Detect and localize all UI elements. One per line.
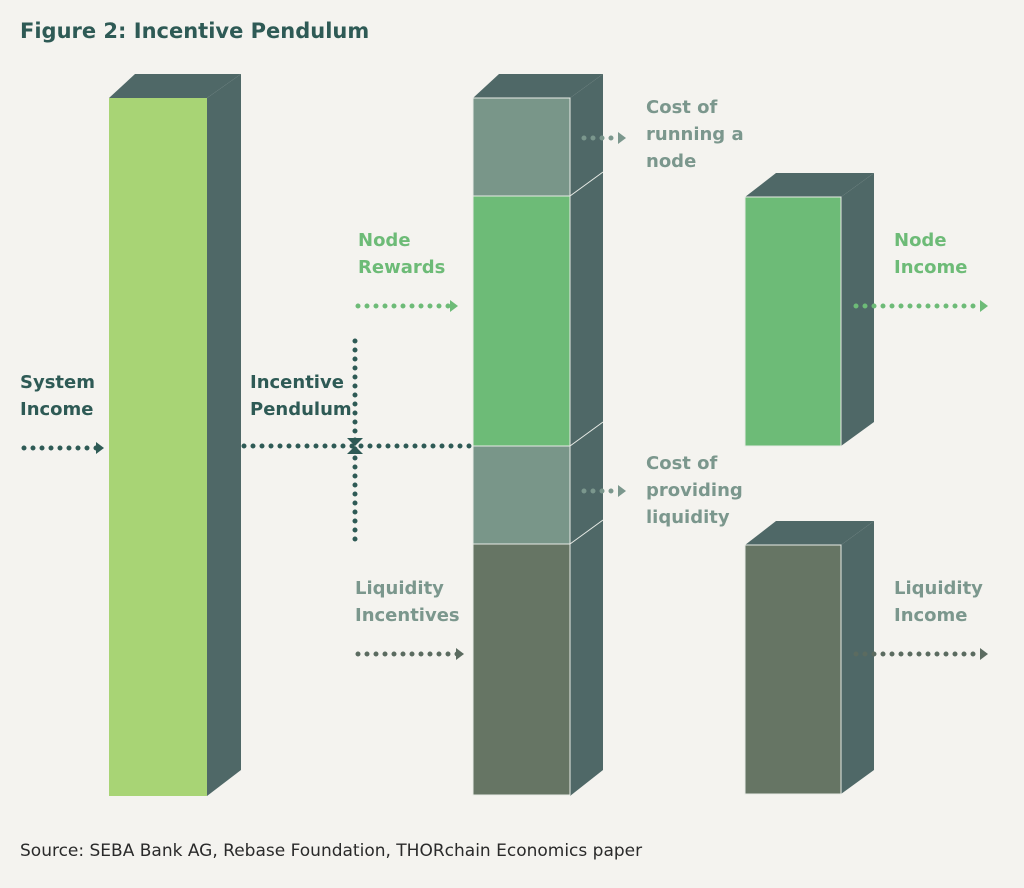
node-income-label: Node Income	[894, 227, 968, 281]
liquidity-income-block	[744, 544, 842, 795]
liquidity-income-column	[744, 521, 874, 795]
label-line: Liquidity	[894, 578, 983, 599]
node-rewards-label: Node Rewards	[358, 227, 445, 281]
node-income-top	[745, 173, 874, 197]
label-line: Income	[20, 399, 94, 420]
node-rewards-block	[472, 195, 571, 447]
pendulum-pivot-icon	[347, 438, 363, 454]
figure-title: Figure 2: Incentive Pendulum	[20, 19, 370, 43]
liquidity-incentives-label: Liquidity Incentives	[355, 575, 460, 629]
label-line: Cost of	[646, 453, 718, 474]
label-line: Income	[894, 257, 968, 278]
cost-providing-liquidity-label: Cost of providing liquidity	[646, 450, 743, 531]
incentive-pendulum-label: Incentive Pendulum	[250, 369, 352, 423]
system-column-side	[207, 74, 241, 796]
allocation-column-top	[473, 74, 603, 98]
node-income-column	[744, 173, 874, 447]
node-income-block	[744, 196, 842, 447]
liquidity-income-top	[745, 521, 874, 545]
system-income-column	[109, 74, 241, 796]
cost-running-node-label: Cost of running a node	[646, 94, 744, 175]
node-income-side	[841, 173, 874, 446]
label-line: providing	[646, 480, 743, 501]
side-divider	[569, 519, 604, 545]
system-income-block	[109, 98, 207, 796]
label-line: Incentives	[355, 605, 460, 626]
label-line: Node	[358, 230, 411, 251]
allocation-column	[472, 74, 604, 796]
label-line: Incentive	[250, 372, 344, 393]
liquidity-incentives-block	[472, 543, 571, 796]
label-line: running a	[646, 124, 744, 145]
source-note: Source: SEBA Bank AG, Rebase Foundation,…	[20, 841, 643, 861]
system-income-label: System Income	[20, 369, 95, 423]
label-line: Node	[894, 230, 947, 251]
label-line: Income	[894, 605, 968, 626]
cost-providing-liquidity-block	[472, 445, 571, 545]
liquidity-income-side	[841, 521, 874, 794]
label-line: node	[646, 151, 697, 172]
cost-running-node-block	[472, 97, 571, 197]
label-line: Rewards	[358, 257, 446, 278]
label-line: Cost of	[646, 97, 718, 118]
side-divider	[569, 171, 604, 197]
side-divider	[569, 421, 604, 447]
label-line: liquidity	[646, 507, 730, 528]
label-line: Pendulum	[250, 399, 352, 420]
liquidity-income-label: Liquidity Income	[894, 575, 983, 629]
label-line: System	[20, 372, 95, 393]
system-column-top	[109, 74, 241, 98]
allocation-column-side	[570, 74, 603, 796]
label-line: Liquidity	[355, 578, 444, 599]
